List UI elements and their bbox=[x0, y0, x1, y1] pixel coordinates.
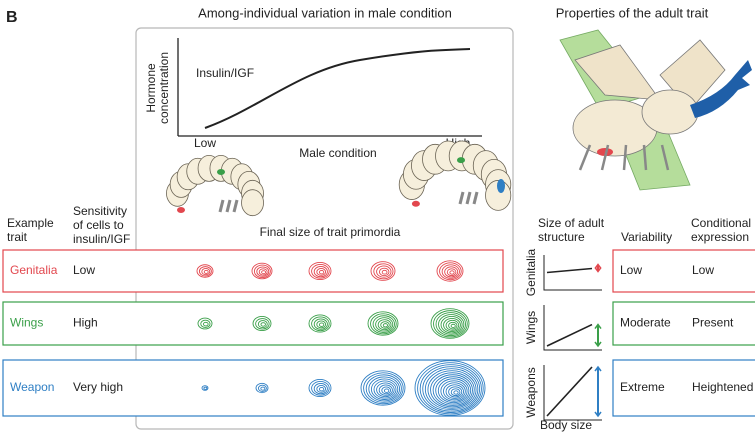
header-primordia: Final size of trait primordia bbox=[260, 225, 401, 239]
x-low: Low bbox=[194, 136, 216, 150]
header-trait: trait bbox=[7, 230, 28, 244]
conditional: Heightened bbox=[692, 380, 753, 394]
header-sensitivity: of cells to bbox=[73, 218, 124, 232]
panel-label: B bbox=[6, 9, 18, 26]
trait-name: Wings bbox=[10, 316, 43, 330]
graph-label: Genitalia bbox=[524, 249, 538, 297]
header-trait: Example bbox=[7, 216, 54, 230]
horn-disc bbox=[497, 179, 505, 193]
thorax bbox=[642, 90, 698, 134]
conditional: Low bbox=[692, 263, 714, 277]
genital-disc bbox=[412, 201, 420, 207]
sensitivity: High bbox=[73, 316, 98, 330]
header-conditional: Conditional bbox=[691, 216, 751, 230]
y-label: concentration bbox=[157, 52, 171, 124]
variability: Low bbox=[620, 263, 642, 277]
right-title: Properties of the adult trait bbox=[556, 5, 709, 20]
header-sensitivity: insulin/IGF bbox=[73, 232, 130, 246]
center-title: Among-individual variation in male condi… bbox=[198, 5, 452, 20]
curve-label: Insulin/IGF bbox=[196, 66, 254, 80]
wing-disc bbox=[217, 169, 225, 175]
x-label: Male condition bbox=[299, 146, 376, 160]
graph-label: Wings bbox=[524, 311, 538, 344]
variability: Moderate bbox=[620, 316, 671, 330]
graph-label: Weapons bbox=[524, 367, 538, 417]
header-size: Size of adult bbox=[538, 216, 605, 230]
larva-segment bbox=[242, 190, 264, 216]
sensitivity: Low bbox=[73, 263, 95, 277]
conditional: Present bbox=[692, 316, 734, 330]
genital-disc bbox=[177, 207, 185, 213]
trait-name: Genitalia bbox=[10, 263, 58, 277]
wing-disc bbox=[457, 157, 465, 163]
variability: Extreme bbox=[620, 380, 665, 394]
rows: Genitalia Low Low Low Genitalia Wings High Mode… bbox=[3, 249, 755, 421]
header-variability: Variability bbox=[621, 230, 672, 244]
trait-name: Weapon bbox=[10, 380, 54, 394]
header-size: structure bbox=[538, 230, 585, 244]
y-label: Hormone bbox=[144, 63, 158, 113]
header-sensitivity: Sensitivity bbox=[73, 204, 127, 218]
header-conditional: expression bbox=[691, 230, 749, 244]
sensitivity: Very high bbox=[73, 380, 123, 394]
figure: B Among-individual variation in male con… bbox=[0, 0, 755, 433]
